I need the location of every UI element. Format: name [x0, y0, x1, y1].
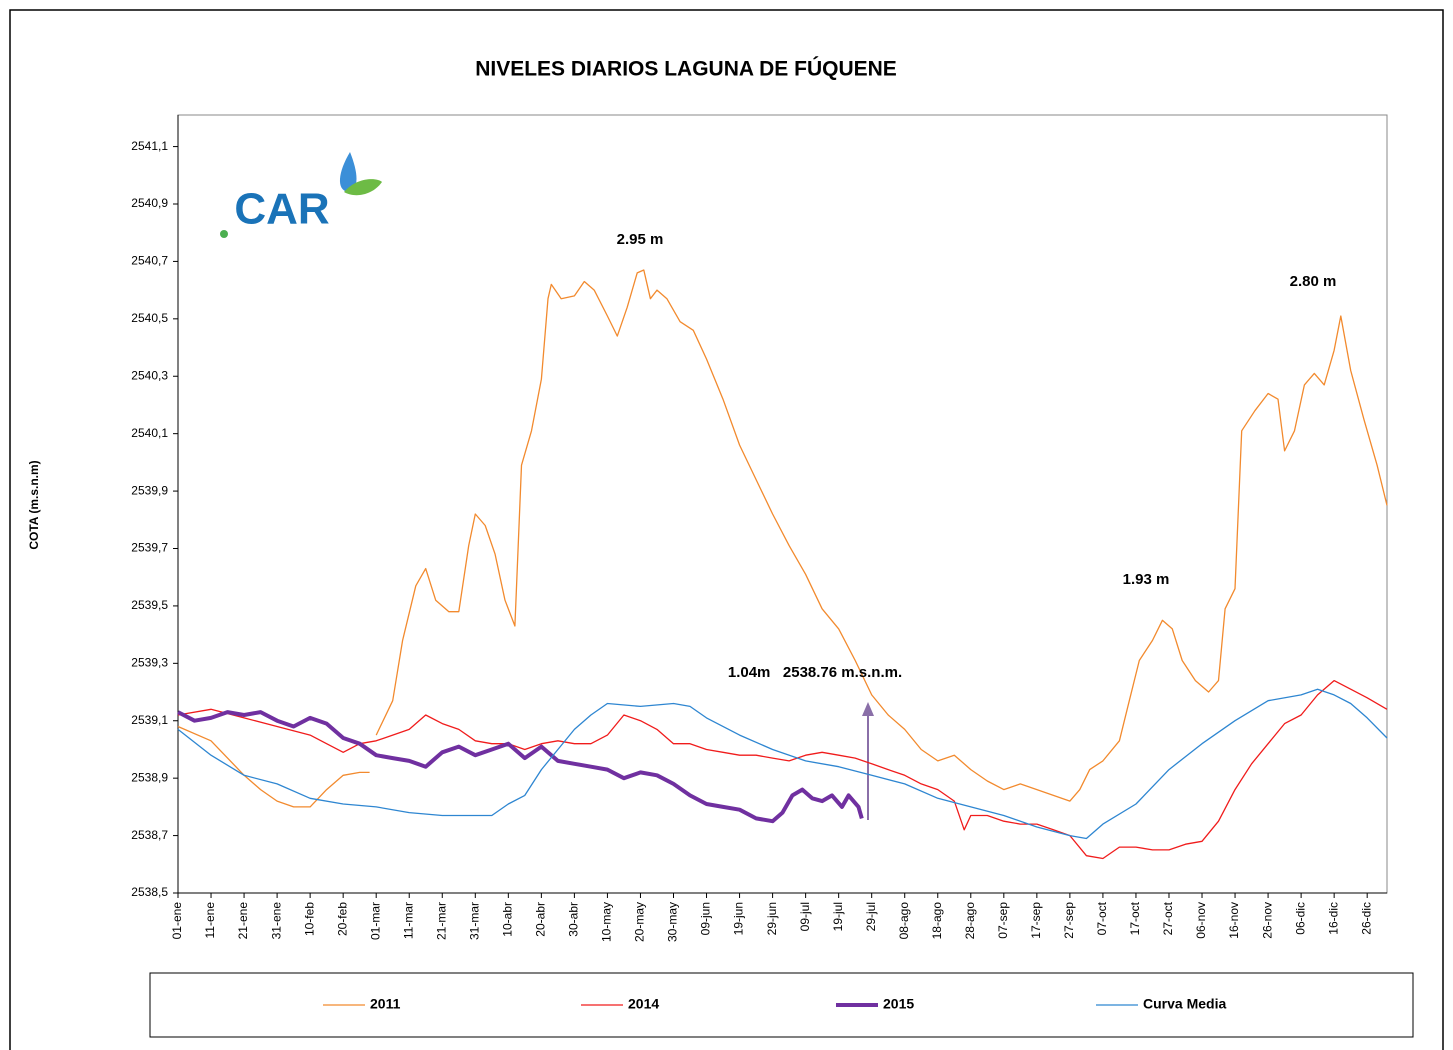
x-tick-label: 30-abr: [567, 902, 581, 937]
y-tick-label: 2541,1: [131, 139, 168, 153]
x-tick-label: 06-dic: [1293, 902, 1307, 935]
x-tick-label: 28-ago: [963, 902, 977, 940]
y-tick-label: 2540,9: [131, 196, 168, 210]
y-tick-label: 2540,1: [131, 426, 168, 440]
chart-title: NIVELES DIARIOS LAGUNA DE FÚQUENE: [475, 57, 897, 81]
y-tick-label: 2539,1: [131, 713, 168, 727]
annotation: 1.04m 2538.76 m.s.n.m.: [728, 664, 902, 681]
logo-drop: [339, 152, 357, 192]
x-tick-label: 19-jul: [831, 902, 845, 931]
x-tick-label: 26-dic: [1359, 902, 1373, 935]
annotation: 2.95 m: [617, 231, 664, 248]
y-tick-label: 2539,5: [131, 598, 168, 612]
x-tick-label: 17-oct: [1128, 901, 1142, 935]
annotation-arrowhead: [862, 702, 874, 716]
logo-text: CAR: [234, 185, 329, 234]
legend-label: Curva Media: [1143, 996, 1226, 1012]
chart-frame: [9, 9, 1444, 1050]
y-tick-label: 2540,7: [131, 254, 168, 268]
x-tick-label: 20-feb: [335, 902, 349, 936]
x-tick-label: 16-dic: [1326, 902, 1340, 935]
logo-dot: [220, 230, 228, 238]
x-tick-label: 09-jul: [798, 902, 812, 931]
y-axis-label: COTA (m.s.n.m): [27, 460, 41, 549]
x-tick-label: 31-ene: [269, 902, 283, 940]
x-tick-label: 20-may: [633, 902, 647, 942]
x-tick-label: 29-jun: [765, 902, 779, 935]
x-tick-label: 10-feb: [302, 902, 316, 936]
y-tick-label: 2539,7: [131, 541, 168, 555]
x-tick-label: 07-sep: [996, 902, 1010, 939]
series-line: [177, 710, 864, 824]
annotation: 1.93 m: [1123, 571, 1170, 588]
y-tick-label: 2540,3: [131, 368, 168, 382]
x-tick-label: 17-sep: [1029, 902, 1043, 939]
y-tick-label: 2538,9: [131, 770, 168, 784]
x-tick-label: 27-sep: [1062, 902, 1076, 939]
series-line: [177, 688, 1388, 840]
logo-leaf: [344, 179, 382, 196]
x-tick-label: 19-jun: [732, 902, 746, 935]
x-tick-label: 21-ene: [236, 902, 250, 940]
x-tick-label: 06-nov: [1194, 902, 1208, 939]
y-tick-label: 2539,3: [131, 656, 168, 670]
x-tick-label: 01-mar: [368, 902, 382, 940]
x-tick-label: 11-ene: [203, 902, 217, 939]
legend-label: 2011: [370, 996, 401, 1012]
x-tick-label: 20-abr: [534, 902, 548, 937]
series-line: [177, 679, 1388, 860]
x-tick-label: 10-may: [600, 902, 614, 942]
x-tick-label: 29-jul: [864, 902, 878, 931]
y-tick-label: 2538,5: [131, 885, 168, 899]
x-tick-label: 01-ene: [170, 902, 184, 940]
x-tick-label: 30-may: [666, 902, 680, 942]
series-line: [177, 269, 1388, 808]
x-tick-label: 26-nov: [1260, 902, 1274, 939]
x-tick-label: 11-mar: [401, 902, 415, 939]
y-tick-label: 2539,9: [131, 483, 168, 497]
x-tick-label: 09-jun: [699, 902, 713, 935]
x-tick-label: 07-oct: [1095, 901, 1109, 935]
x-tick-label: 31-mar: [467, 902, 481, 940]
annotation: 2.80 m: [1290, 273, 1337, 290]
legend-label: 2015: [883, 996, 914, 1012]
x-tick-label: 21-mar: [434, 902, 448, 940]
x-tick-label: 18-ago: [930, 902, 944, 940]
y-tick-label: 2540,5: [131, 311, 168, 325]
x-tick-label: 08-ago: [897, 902, 911, 940]
logo: CAR: [220, 152, 382, 238]
x-tick-label: 16-nov: [1227, 902, 1241, 939]
y-tick-label: 2538,7: [131, 828, 168, 842]
legend-label: 2014: [628, 996, 659, 1012]
x-tick-label: 27-oct: [1161, 901, 1175, 935]
x-tick-label: 10-abr: [500, 902, 514, 937]
